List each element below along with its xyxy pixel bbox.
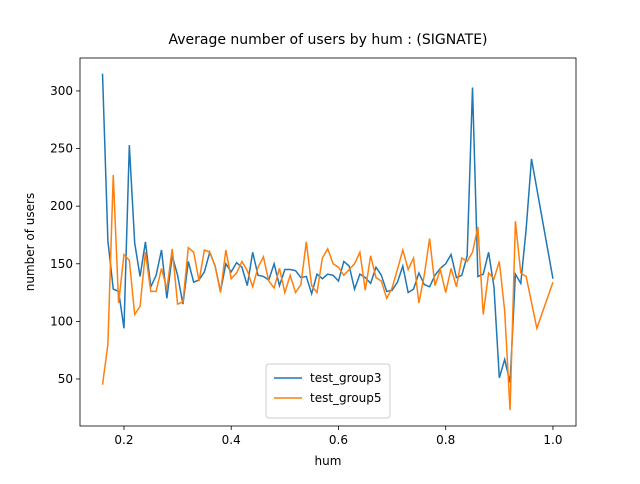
x-axis-label: hum — [315, 454, 342, 468]
y-tick-label: 50 — [58, 372, 73, 386]
y-axis-label: number of users — [23, 193, 37, 291]
legend-label: test_group5 — [310, 391, 382, 405]
x-tick-label: 0.8 — [436, 433, 455, 447]
y-tick-label: 250 — [50, 142, 73, 156]
x-tick-label: 0.2 — [114, 433, 133, 447]
y-tick-label: 150 — [50, 257, 73, 271]
x-tick-label: 1.0 — [543, 433, 562, 447]
y-tick-label: 200 — [50, 199, 73, 213]
x-tick-label: 0.4 — [222, 433, 241, 447]
legend-label: test_group3 — [310, 371, 382, 385]
legend: test_group3 test_group5 — [265, 363, 391, 419]
y-tick-label: 300 — [50, 84, 73, 98]
y-tick-label: 100 — [50, 314, 73, 328]
series-line — [101, 175, 554, 411]
x-tick-label: 0.6 — [329, 433, 348, 447]
plot-frame — [79, 57, 577, 427]
chart-title: Average number of users by hum : (SIGNAT… — [168, 32, 487, 48]
